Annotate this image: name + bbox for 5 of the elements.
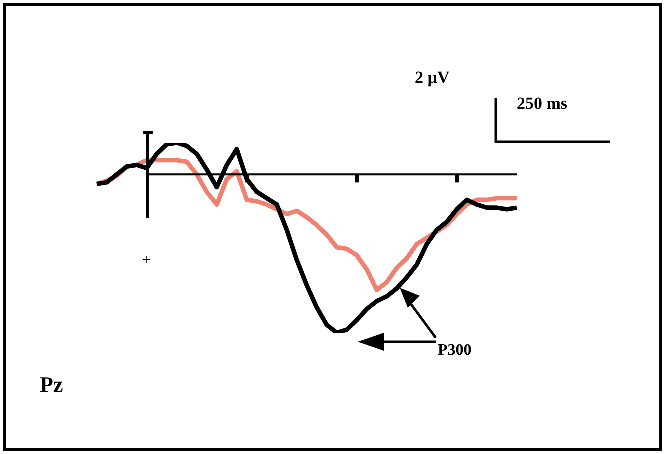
text: 2 µV xyxy=(415,68,450,88)
annotation: + xyxy=(142,252,152,270)
text: P300 xyxy=(438,342,472,360)
text: 250 ms xyxy=(517,94,568,114)
text: Pz xyxy=(40,372,64,398)
